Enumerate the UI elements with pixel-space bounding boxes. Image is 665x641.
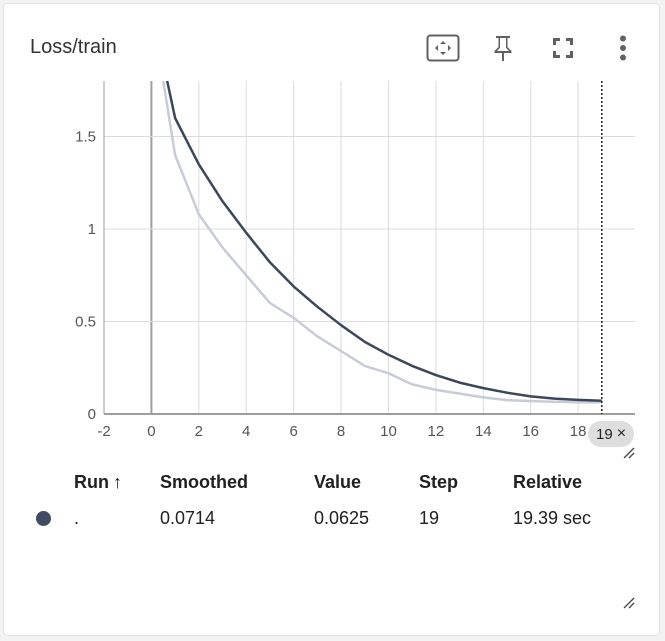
run-header[interactable]: Run ↑: [74, 466, 160, 498]
y-tick-label: 0: [88, 406, 96, 423]
x-tick-label: 8: [337, 423, 345, 440]
close-icon[interactable]: ×: [616, 425, 627, 442]
relative-cell: 19.39 sec: [513, 507, 592, 528]
run-color-cell: [28, 498, 74, 538]
run-header-label: Run: [74, 471, 109, 492]
value-cell: 0.0625: [314, 507, 370, 528]
fullscreen-button[interactable]: [543, 28, 583, 68]
chart-svg[interactable]: 00.511.5-2 0 2 4 6 8 10 12 14 16 18: [4, 4, 661, 474]
x-tick-label: 2: [195, 423, 203, 440]
x-tick-label: -2: [97, 423, 110, 440]
x-tick-label: 4: [242, 423, 250, 440]
card-title: Loss/train: [30, 36, 117, 58]
step-header[interactable]: Step: [419, 471, 459, 492]
x-tick-label: 14: [475, 423, 492, 440]
fit-domain-icon: [426, 34, 460, 62]
fit-domain-button[interactable]: [423, 28, 463, 68]
sort-arrow-icon: ↑: [113, 471, 122, 492]
table-header-row: Run ↑ Smoothed Value Step Relative: [28, 466, 653, 498]
scalar-card: Loss/train: [3, 3, 660, 636]
more-options-button[interactable]: [603, 28, 643, 68]
table-row: . 0.0714 0.0625 19 19.39 sec: [28, 498, 653, 538]
y-tick-label: 0.5: [75, 314, 96, 331]
step-cursor-chip: 19 ×: [588, 421, 635, 447]
card-resize-handle-icon[interactable]: [623, 596, 635, 609]
chart-resize-handle-icon[interactable]: [623, 446, 635, 459]
step-cell: 19: [419, 507, 440, 528]
step-chip-label: 19: [596, 425, 613, 443]
value-header[interactable]: Value: [314, 471, 362, 492]
x-tick-label: 6: [289, 423, 297, 440]
run-color-dot: [36, 511, 51, 527]
relative-header[interactable]: Relative: [513, 471, 583, 492]
x-tick-label: 10: [380, 423, 397, 440]
run-name-cell: .: [74, 507, 80, 528]
smoothed-cell: 0.0714: [160, 507, 216, 528]
runs-table: Run ↑ Smoothed Value Step Relative . 0.07…: [28, 466, 653, 538]
x-tick-label: 0: [147, 423, 155, 440]
more-vert-icon: [619, 35, 627, 61]
fullscreen-icon: [551, 36, 575, 60]
smoothed-series-line: [165, 81, 602, 403]
y-tick-label: 1.5: [75, 129, 96, 146]
line-chart[interactable]: 0 0.5 1 1.5 -2 0 2 4 6 8 10 12 14 16 18: [4, 4, 661, 474]
x-tick-label: 16: [522, 423, 539, 440]
smoothed-header[interactable]: Smoothed: [160, 471, 248, 492]
color-header: [28, 466, 74, 498]
y-tick-label: 1: [88, 221, 96, 238]
pin-button[interactable]: [483, 28, 523, 68]
pin-icon: [491, 34, 515, 62]
raw-series-line: [161, 81, 602, 404]
x-tick-label: 18: [570, 423, 587, 440]
x-tick-label: 12: [428, 423, 445, 440]
